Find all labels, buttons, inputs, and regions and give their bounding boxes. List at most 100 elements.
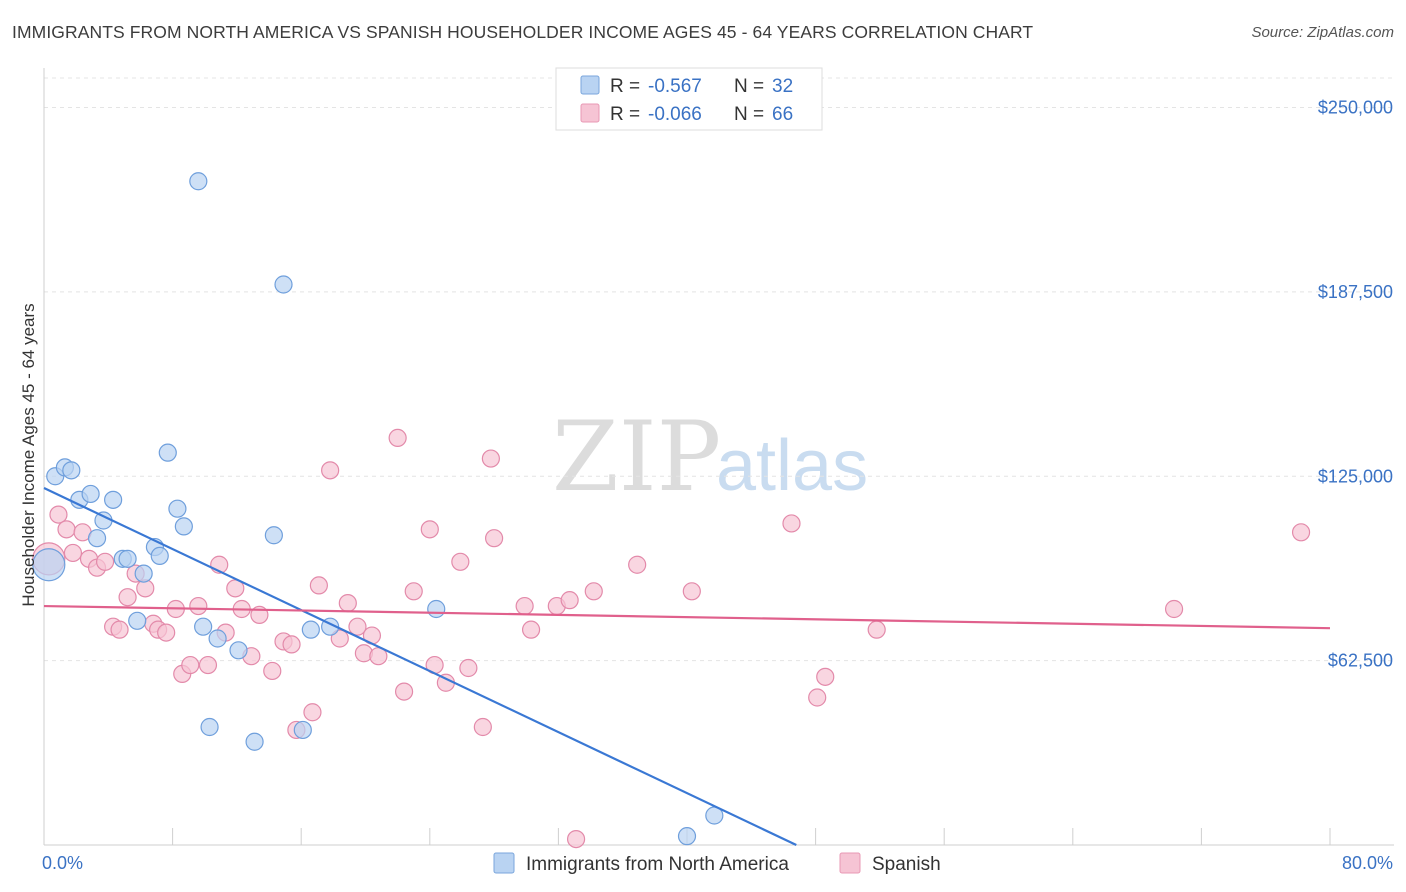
data-point — [782, 514, 801, 533]
data-point — [110, 620, 129, 639]
trend-line-north-america — [43, 487, 797, 846]
legend-swatch-spanish — [839, 852, 861, 874]
data-point — [584, 582, 603, 601]
data-point — [198, 655, 218, 675]
data-point — [1291, 523, 1311, 542]
data-point — [321, 461, 340, 480]
data-point — [566, 829, 586, 849]
data-point — [208, 629, 227, 648]
legend-n-label: N = — [734, 76, 764, 97]
data-point — [677, 827, 697, 846]
data-point — [459, 658, 478, 678]
data-point — [264, 526, 283, 545]
watermark-atlas: atlas — [716, 426, 868, 506]
legend-r-value-blue: -0.567 — [648, 76, 702, 97]
data-point — [404, 582, 423, 601]
series-spanish — [32, 428, 1311, 849]
data-point — [303, 703, 322, 722]
data-point — [282, 635, 301, 654]
y-tick-labels: $62,500 $125,000 $187,500 $250,000 — [1318, 98, 1393, 671]
legend-n-label: N = — [734, 104, 764, 125]
data-point — [1164, 599, 1184, 619]
y-axis-title: Householder Income Ages 45 - 64 years — [19, 303, 38, 606]
data-point — [134, 564, 153, 583]
data-point — [481, 449, 500, 468]
data-point — [473, 717, 492, 737]
data-point — [521, 620, 541, 639]
source-credit: Source: ZipAtlas.com — [1251, 24, 1394, 41]
legend-n-value-blue: 32 — [772, 76, 793, 97]
data-point — [427, 599, 446, 619]
data-point — [118, 549, 137, 568]
data-point — [348, 617, 367, 636]
legend-r-label: R = — [610, 104, 640, 125]
data-point — [229, 641, 248, 660]
data-point — [451, 552, 470, 571]
y-tick-label: $125,000 — [1318, 466, 1393, 486]
data-point — [200, 717, 219, 737]
legend-r-label: R = — [610, 76, 640, 97]
legend-label-spanish: Spanish — [872, 854, 941, 875]
data-point — [87, 529, 107, 548]
data-point — [181, 655, 200, 675]
data-point — [808, 688, 827, 707]
data-point — [32, 548, 66, 582]
data-point — [420, 520, 439, 539]
series-north-america — [32, 172, 724, 846]
series-legend: Immigrants from North America Spanish — [493, 852, 941, 875]
legend-n-value-pink: 66 — [772, 104, 793, 125]
watermark-zip: ZIP — [552, 401, 721, 513]
data-point — [245, 732, 264, 751]
x-axis-max-label: 80.0% — [1342, 853, 1393, 873]
legend-swatch-north-america — [493, 852, 515, 874]
data-point — [57, 520, 76, 539]
legend-r-value-pink: -0.066 — [648, 104, 702, 125]
data-point — [194, 617, 213, 636]
data-point — [274, 275, 293, 294]
data-point — [309, 576, 328, 595]
data-point — [189, 596, 208, 616]
y-tick-label: $62,500 — [1328, 651, 1393, 671]
data-point — [62, 461, 81, 480]
data-point — [158, 443, 177, 462]
data-point — [485, 529, 504, 548]
trend-layer — [43, 487, 1331, 846]
watermark: ZIP atlas — [552, 401, 868, 513]
data-point — [157, 623, 176, 642]
legend-swatch-pink — [580, 103, 600, 123]
data-point — [515, 596, 534, 616]
data-point — [118, 588, 137, 607]
data-point — [174, 517, 193, 536]
data-point — [816, 667, 835, 686]
data-point — [63, 543, 83, 563]
data-point — [394, 682, 414, 701]
data-point — [867, 620, 886, 639]
legend-box — [555, 67, 823, 131]
data-point — [150, 546, 169, 566]
legend-swatch-blue — [580, 75, 600, 95]
data-point — [189, 172, 208, 191]
data-point — [95, 552, 115, 571]
chart-title: IMMIGRANTS FROM NORTH AMERICA VS SPANISH… — [12, 22, 1034, 42]
data-point — [330, 629, 349, 648]
data-point — [388, 428, 407, 447]
series-layer — [32, 172, 1311, 849]
correlation-legend: R = -0.567 N = 32 R = -0.066 N = 66 — [555, 67, 823, 131]
data-point — [104, 490, 123, 509]
data-point — [128, 611, 147, 630]
data-point — [81, 484, 100, 504]
data-point — [682, 582, 701, 601]
legend-label-north-america: Immigrants from North America — [526, 854, 789, 875]
data-point — [49, 505, 68, 524]
gridlines — [44, 77, 1394, 662]
data-point — [301, 620, 320, 639]
trend-line-spanish — [43, 604, 1331, 630]
data-point — [338, 593, 357, 613]
data-point — [560, 591, 579, 610]
y-tick-label: $250,000 — [1318, 98, 1393, 118]
x-axis-min-label: 0.0% — [42, 853, 83, 873]
data-point — [168, 499, 187, 518]
data-point — [293, 720, 312, 740]
y-tick-label: $187,500 — [1318, 282, 1393, 302]
